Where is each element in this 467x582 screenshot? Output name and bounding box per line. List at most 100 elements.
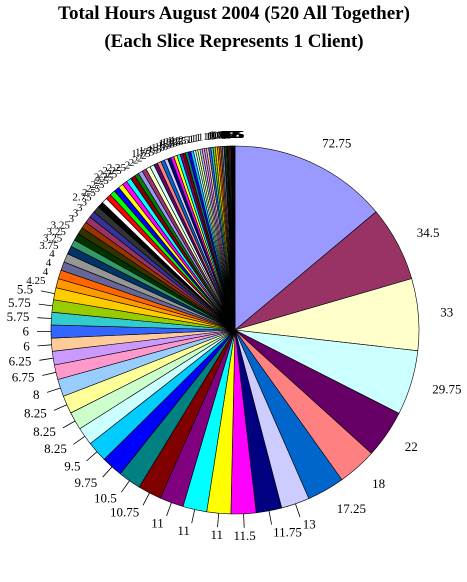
slice-value-label: 8.25 [44, 441, 67, 456]
slice-value-label: 6 [23, 339, 30, 354]
leader-line [295, 503, 301, 518]
slice-value-label: 1 [205, 131, 211, 143]
slice-value-label: 1.5 [154, 141, 168, 153]
slice-value-label: 2 [141, 150, 147, 162]
slice-value-label: 1 [203, 131, 209, 143]
slice-value-label: 1 [189, 133, 195, 145]
slice-value-label: 1.5 [161, 139, 175, 151]
slice-value-label: 11.75 [273, 524, 302, 539]
slice-value-label: 22 [405, 439, 418, 454]
slice-value-label: 0.25 [224, 129, 244, 141]
slice-value-label: 1 [193, 132, 199, 144]
slice-value-label: 2.5 [95, 175, 109, 187]
slice-value-label: 1 [210, 130, 216, 142]
slice-value-label: 29.75 [432, 381, 461, 396]
slice-value-label: 1.5 [148, 143, 162, 155]
slice-value-label: 3 [69, 213, 75, 225]
chart-subtitle: (Each Slice Represents 1 Client) [104, 31, 363, 52]
slice-value-label: 1 [196, 132, 202, 144]
slice-value-label: 2.75 [72, 191, 92, 203]
slice-value-label: 1.25 [170, 134, 190, 146]
leader-line [37, 317, 52, 319]
slice-value-label: 0.5 [219, 129, 233, 141]
slice-value-label: 5.75 [7, 309, 30, 324]
slice-value-label: 1.75 [139, 145, 159, 157]
leader-line [73, 435, 86, 445]
slice-value-label: 8.25 [33, 424, 56, 439]
slice-value-label: 0.25 [223, 129, 243, 141]
slice-value-label: 0.25 [224, 129, 244, 141]
slice-value-label: 2.25 [98, 168, 118, 180]
slice-value-label: 1 [212, 130, 218, 142]
slice-value-label: 0.25 [225, 129, 245, 141]
slice-value-label: 6 [23, 324, 30, 339]
slice-value-label: 0.5 [223, 129, 237, 141]
leader-line [62, 420, 76, 429]
slice-value-label: 5.75 [8, 295, 31, 310]
slice-value-label: 2.25 [94, 172, 114, 184]
leader-line [268, 510, 272, 525]
leader-line [191, 509, 196, 524]
leader-lines [36, 290, 301, 528]
slice-value-label: 4.25 [26, 275, 46, 287]
slice-value-label: 2 [129, 157, 135, 169]
chart-title: Total Hours August 2004 (520 All Togethe… [58, 3, 410, 24]
leader-line [217, 513, 220, 528]
slice-value-label: 34.5 [417, 225, 440, 240]
slice-value-label: 10.5 [94, 491, 117, 506]
slice-value-label: 3.25 [51, 219, 71, 231]
slice-value-label: 0.25 [222, 129, 242, 141]
slice-value-label: 3 [73, 208, 79, 220]
slice-value-label: 0.75 [213, 129, 233, 141]
slice-value-label: 2.25 [107, 162, 127, 174]
pie-slice [234, 145, 377, 331]
slice-value-label: 13 [303, 517, 316, 532]
slice-value-label: 1.75 [135, 146, 155, 158]
slice-value-label: 0.5 [221, 129, 235, 141]
slice-value-label: 3.75 [39, 240, 59, 252]
slice-value-label: 5.5 [17, 281, 33, 296]
slice-value-label: 11 [177, 523, 190, 538]
slice-value-label: 3 [82, 197, 88, 209]
leader-line [102, 466, 113, 478]
slice-value-label: 0.5 [217, 129, 231, 141]
leader-line [53, 404, 67, 411]
slice-value-label: 17.25 [337, 501, 366, 516]
slice-value-label: 1 [191, 133, 197, 145]
leader-line [142, 492, 150, 506]
slice-value-label: 8.25 [24, 406, 47, 421]
slice-value-label: 4 [49, 248, 55, 260]
slice-value-label: 1 [186, 134, 192, 146]
slice-value-label: 11 [211, 527, 224, 542]
slice-value-label: 1.5 [158, 140, 172, 152]
leader-line [38, 303, 53, 307]
slice-value-label: 0.25 [222, 129, 242, 141]
slice-value-label: 4 [43, 266, 49, 278]
leader-line [243, 513, 245, 528]
slice-value-label: 0.75 [211, 130, 231, 142]
slice-value-label: 0.75 [207, 130, 227, 142]
slice-value-label: 2.25 [102, 165, 122, 177]
slice-value-label: 1.25 [167, 135, 187, 147]
slice-value-label: 2 [137, 152, 143, 164]
slice-value-label: 1.25 [164, 136, 184, 148]
slice-labels: 72.7534.53329.75221817.251311.7511.51111… [7, 129, 462, 543]
slice-value-label: 2 [133, 155, 139, 167]
slice-value-label: 6.75 [12, 369, 35, 384]
slice-value-label: 0.5 [218, 129, 232, 141]
slice-value-label: 11.5 [233, 528, 255, 543]
slice-value-label: 1 [208, 131, 214, 143]
slice-value-label: 1.5 [151, 142, 165, 154]
leader-line [166, 502, 172, 516]
slice-value-label: 0.25 [223, 129, 243, 141]
slice-value-label: 9.75 [74, 475, 97, 490]
slice-value-label: 1.25 [159, 138, 179, 150]
leader-line [121, 480, 130, 493]
slice-value-label: 0.25 [221, 129, 241, 141]
slice-value-label: 11 [151, 515, 164, 530]
slice-value-label: 10.75 [110, 504, 139, 519]
leader-line [40, 290, 55, 294]
slice-value-label: 1 [198, 132, 204, 144]
pie-slice [234, 145, 236, 331]
